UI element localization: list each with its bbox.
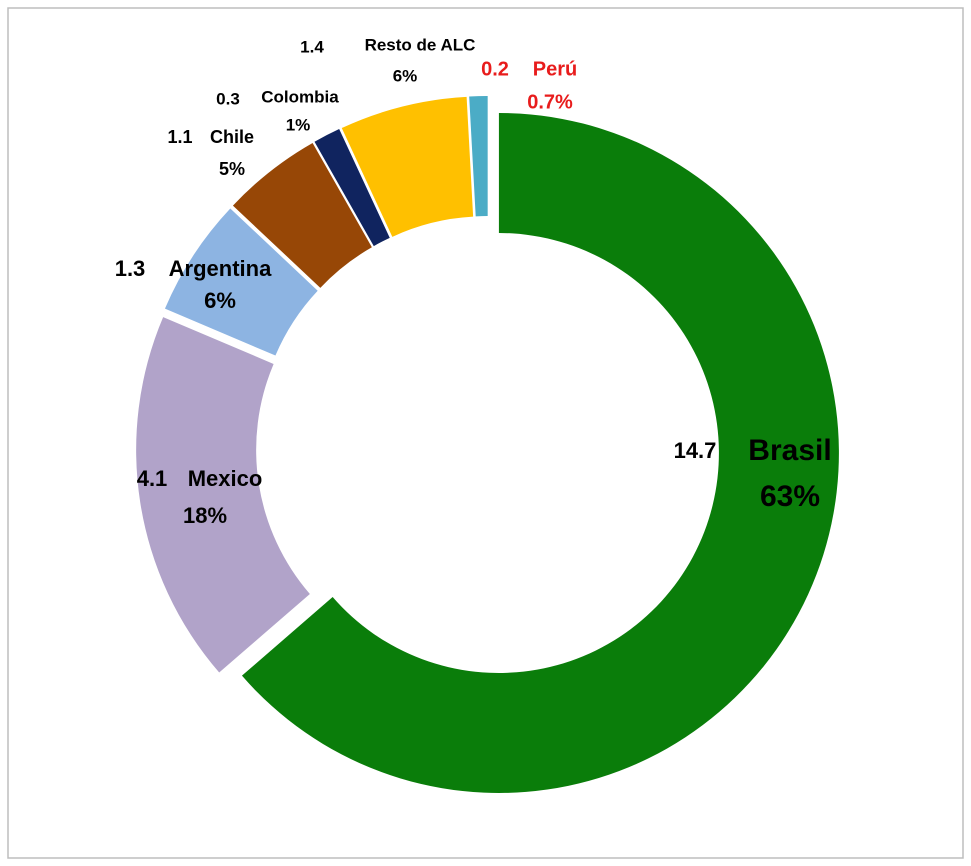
- donut-slice: [469, 96, 488, 217]
- category-label: Perú: [533, 58, 577, 80]
- share-label: 6%: [393, 66, 418, 85]
- value-label: 14.7: [674, 438, 717, 463]
- share-label: 5%: [219, 159, 245, 179]
- share-label: 6%: [204, 288, 236, 313]
- category-label: Resto de ALC: [365, 35, 476, 54]
- donut-slice: [136, 317, 310, 673]
- donut-slice: [241, 112, 839, 793]
- value-label: 0.2: [481, 58, 509, 80]
- category-label: Chile: [210, 127, 254, 147]
- share-label: 63%: [760, 480, 820, 513]
- value-label: 1.4: [300, 37, 324, 56]
- value-label: 0.3: [216, 89, 240, 108]
- donut-slice: [232, 142, 372, 288]
- share-label: 1%: [286, 115, 311, 134]
- donut-slice: [164, 208, 318, 356]
- category-label: Brasil: [748, 434, 831, 467]
- donut-slice: [314, 129, 390, 247]
- donut-slice: [341, 96, 474, 237]
- value-label: 4.1: [137, 466, 168, 491]
- share-label: 18%: [183, 503, 227, 528]
- value-label: 1.1: [167, 127, 192, 147]
- value-label: 1.3: [115, 256, 146, 281]
- share-label: 0.7%: [527, 91, 573, 113]
- category-label: Mexico: [188, 466, 263, 491]
- category-label: Colombia: [261, 87, 339, 106]
- category-label: Argentina: [169, 256, 272, 281]
